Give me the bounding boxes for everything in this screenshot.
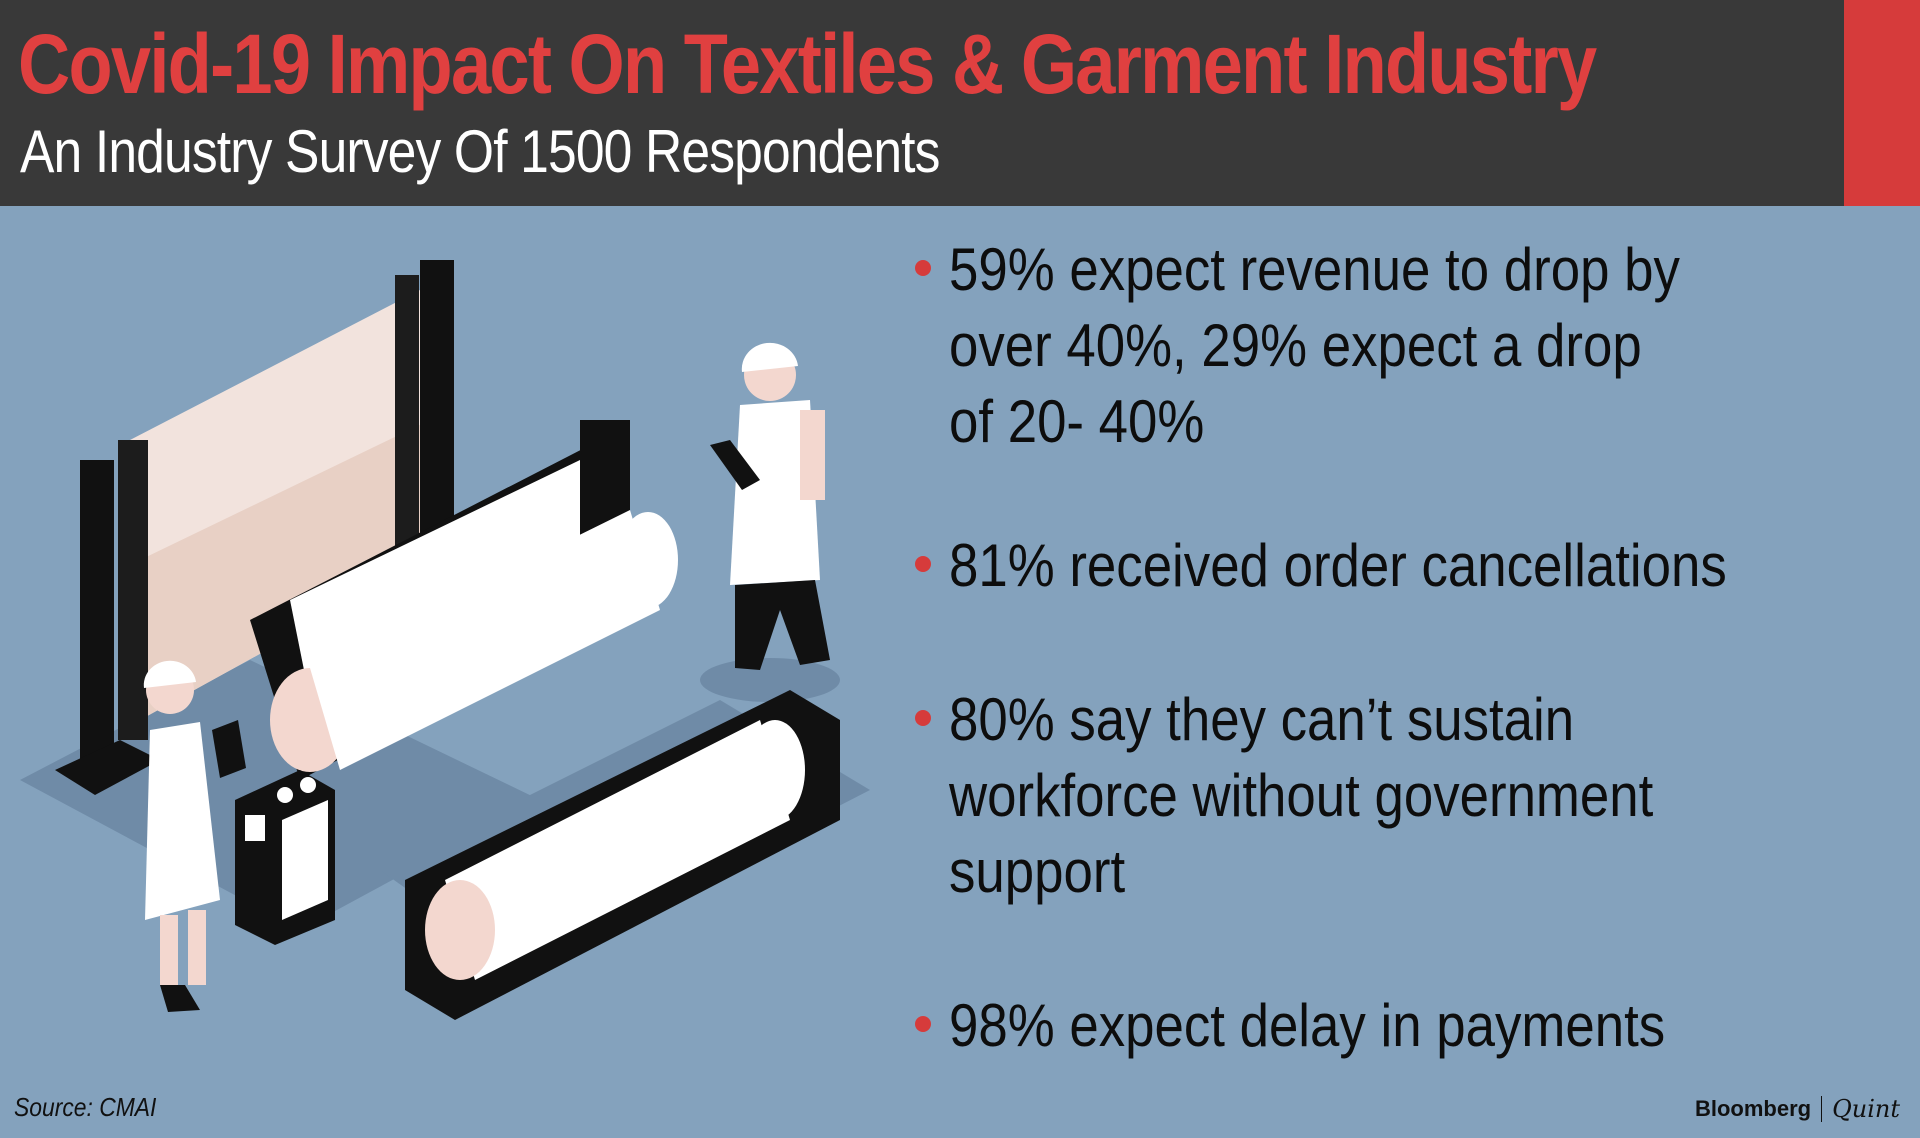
control-knob: [277, 787, 293, 803]
worker-left-coat: [145, 722, 220, 920]
worker-right: [710, 342, 830, 670]
worker-left-leg: [160, 915, 178, 985]
header-accent-block: [1844, 0, 1920, 206]
worker-left-leg-2: [188, 910, 206, 985]
worker-right-cap: [741, 342, 798, 372]
finding-line: workforce without government: [949, 762, 1654, 829]
bullet-dot: [915, 260, 931, 276]
finding-text: 80% say they can’t sustain workforce wit…: [905, 682, 1917, 910]
finding-item: 98% expect delay in payments: [905, 988, 1895, 1064]
finding-text: 59% expect revenue to drop by over 40%, …: [905, 232, 1917, 460]
frame-post-left: [80, 460, 114, 780]
roller-front-end: [425, 880, 495, 980]
finding-item: 80% say they can’t sustain workforce wit…: [905, 682, 1895, 910]
worker-right-tablet: [710, 440, 760, 490]
worker-left: [143, 660, 246, 1012]
bullet-dot: [915, 556, 931, 572]
finding-line: 59% expect revenue to drop by: [949, 236, 1680, 303]
frame-foot-left: [55, 740, 160, 795]
finding-line: 80% say they can’t sustain: [949, 686, 1575, 753]
source-note: Source: CMAI: [14, 1092, 157, 1122]
worker-shadow: [700, 658, 840, 702]
worker-right-pants: [735, 580, 830, 670]
page-title: Covid-19 Impact On Textiles & Garment In…: [18, 17, 1597, 111]
fabric-sheet-shade: [140, 420, 430, 720]
worker-left-tablet: [212, 720, 246, 778]
frame-post-right: [420, 260, 454, 560]
roller-middle-tip: [618, 512, 678, 608]
finding-text: 81% received order cancellations: [905, 528, 1917, 604]
brand-logo-secondary: Quint: [1832, 1095, 1900, 1123]
worker-left-shoe: [160, 985, 200, 1012]
roller-front: [445, 720, 790, 980]
brand-logo-primary: Bloomberg: [1694, 1096, 1812, 1121]
bullet-dot: [915, 710, 931, 726]
frame-post-right-2: [395, 275, 419, 555]
textile-factory-illustration: [20, 260, 870, 1020]
worker-right-coat: [730, 400, 820, 585]
finding-line: 81% received order cancellations: [949, 532, 1727, 599]
control-switch: [245, 815, 265, 841]
finding-item: 59% expect revenue to drop by over 40%, …: [905, 232, 1895, 460]
finding-line: of 20- 40%: [949, 388, 1205, 455]
finding-line: support: [949, 838, 1126, 905]
control-panel-screen: [282, 800, 328, 920]
frame-post-left-2: [118, 440, 148, 740]
header-bar: Covid-19 Impact On Textiles & Garment In…: [0, 0, 1920, 206]
finding-line: over 40%, 29% expect a drop: [949, 312, 1642, 379]
worker-right-arm: [800, 410, 825, 500]
finding-item: 81% received order cancellations: [905, 528, 1895, 604]
roller-middle: [310, 510, 660, 770]
worker-left-cap: [143, 660, 196, 688]
control-knob-2: [300, 777, 316, 793]
page-subtitle: An Industry Survey Of 1500 Respondents: [20, 118, 940, 185]
bullet-dot: [915, 1016, 931, 1032]
finding-text: 98% expect delay in payments: [905, 988, 1917, 1064]
roller-front-tip: [745, 720, 805, 820]
brand-logo: Bloomberg Quint: [1695, 1092, 1900, 1126]
finding-line: 98% expect delay in payments: [949, 992, 1666, 1059]
brand-divider: [1821, 1096, 1823, 1122]
